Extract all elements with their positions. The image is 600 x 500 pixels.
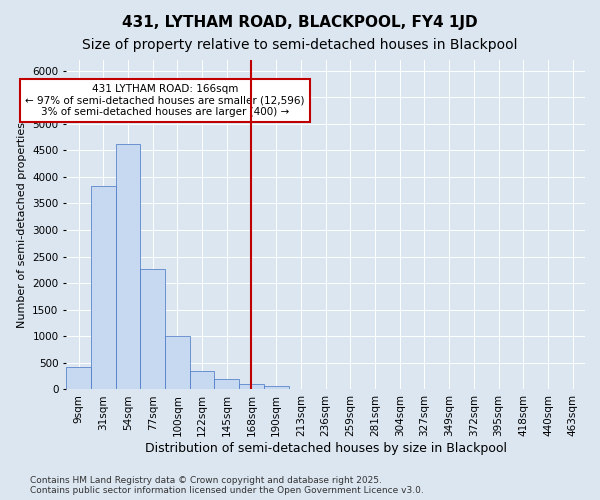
Bar <box>190 371 214 390</box>
Text: Size of property relative to semi-detached houses in Blackpool: Size of property relative to semi-detach… <box>82 38 518 52</box>
Bar <box>140 270 165 390</box>
X-axis label: Distribution of semi-detached houses by size in Blackpool: Distribution of semi-detached houses by … <box>145 442 506 455</box>
Y-axis label: Number of semi-detached properties: Number of semi-detached properties <box>17 122 27 328</box>
Text: 431 LYTHAM ROAD: 166sqm
← 97% of semi-detached houses are smaller (12,596)
3% of: 431 LYTHAM ROAD: 166sqm ← 97% of semi-de… <box>25 84 305 117</box>
Bar <box>116 144 140 390</box>
Bar <box>165 336 190 390</box>
Bar <box>289 389 313 390</box>
Bar <box>66 366 91 390</box>
Bar <box>264 386 289 390</box>
Text: Contains HM Land Registry data © Crown copyright and database right 2025.
Contai: Contains HM Land Registry data © Crown c… <box>30 476 424 495</box>
Bar <box>91 186 116 390</box>
Bar <box>214 380 239 390</box>
Text: 431, LYTHAM ROAD, BLACKPOOL, FY4 1JD: 431, LYTHAM ROAD, BLACKPOOL, FY4 1JD <box>122 15 478 30</box>
Bar <box>239 384 264 390</box>
